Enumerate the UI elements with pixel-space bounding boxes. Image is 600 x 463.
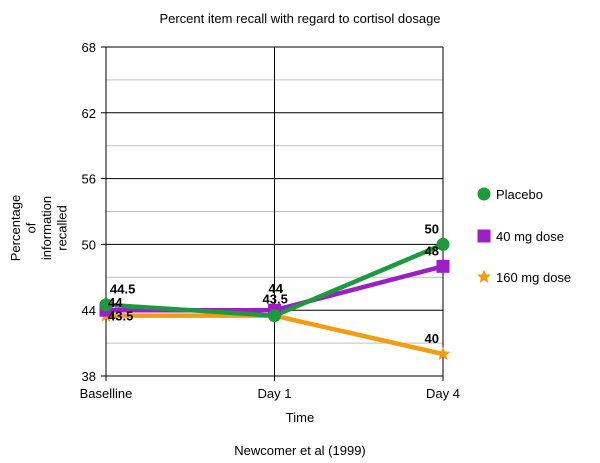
legend-label-160-mg-dose: 160 mg dose [496, 270, 571, 285]
data-label-40-mg-dose: 44 [108, 295, 123, 310]
legend-label-placebo: Placebo [496, 187, 543, 202]
plot-grid [106, 47, 443, 376]
y-tick-label: 62 [82, 106, 96, 121]
y-tick-labels: 38 44 50 56 62 68 [82, 40, 96, 384]
plot-axes [101, 46, 444, 381]
y-axis-label-line: recalled [54, 205, 69, 251]
y-tick-label: 38 [82, 369, 96, 384]
x-tick-label: Day 1 [258, 386, 292, 401]
legend: Placebo 40 mg dose 160 mg dose [476, 187, 571, 285]
y-tick-label: 44 [82, 303, 96, 318]
series-markers [98, 237, 451, 361]
y-axis-label: Percentageofinformationrecalled [8, 195, 70, 262]
data-point-placebo [99, 298, 113, 312]
data-point-40-mg-dose [436, 259, 450, 273]
x-tick-label: Baselline [80, 386, 133, 401]
legend-marker-160-mg-dose [476, 269, 492, 283]
source-note: Newcomer et al (1999) [234, 443, 366, 458]
y-tick-label: 68 [82, 40, 96, 55]
y-tick-label: 56 [82, 172, 96, 187]
data-label-160-mg-dose: 43.5 [108, 309, 133, 324]
data-label-40-mg-dose: 48 [425, 243, 439, 258]
data-label-placebo: 50 [425, 221, 439, 236]
y-tick-label: 50 [82, 237, 96, 252]
x-axis-label: Time [286, 410, 314, 425]
y-axis-label-line: Percentage [8, 195, 23, 262]
legend-marker-40-mg-dose [477, 229, 491, 243]
data-label-160-mg-dose: 40 [425, 331, 439, 346]
data-label-placebo: 44.5 [110, 282, 135, 297]
data-point-160-mg-dose [435, 346, 451, 361]
x-tick-label: Day 4 [426, 386, 460, 401]
legend-marker-placebo [477, 187, 491, 201]
data-label-40-mg-dose: 44 [269, 281, 284, 296]
x-tick-labels: Baselline Day 1 Day 4 [80, 386, 460, 401]
data-point-placebo [268, 309, 281, 323]
data-label-placebo: 43.5 [263, 292, 288, 307]
legend-label-40-mg-dose: 40 mg dose [496, 229, 564, 244]
y-axis-label-line: information [39, 196, 54, 260]
data-point-placebo [436, 237, 450, 251]
y-axis-label-line: of [23, 222, 38, 233]
chart-title: Percent item recall with regard to corti… [159, 11, 440, 26]
data-labels: 44.5 43.5 50 44 44 48 43.5 40 [108, 221, 439, 346]
